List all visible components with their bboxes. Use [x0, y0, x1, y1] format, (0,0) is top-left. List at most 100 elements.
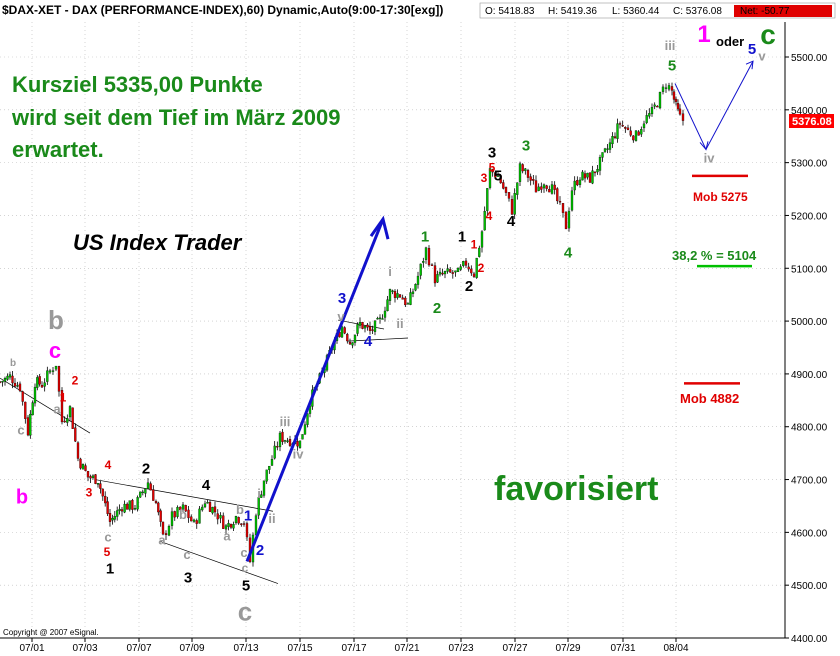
candle-body [532, 179, 535, 181]
candle-body [583, 173, 587, 179]
impulse-arrow [245, 218, 385, 562]
candle-body [526, 170, 530, 178]
header-net: Net: -50.77 [740, 6, 790, 17]
candle-body [16, 385, 19, 387]
candle-body [343, 327, 346, 334]
candle-body [190, 516, 193, 522]
candle-body [187, 509, 190, 519]
wave-label: v [337, 309, 345, 324]
wave-label: 4 [202, 477, 211, 494]
x-tick-label: 08/04 [663, 643, 688, 654]
candle-body [116, 510, 119, 517]
candle-body [161, 521, 165, 535]
candle-body [640, 129, 643, 135]
candle-body [170, 511, 174, 526]
y-tick-label: 4800.00 [791, 423, 828, 434]
candle-body [91, 475, 95, 478]
last-price-label: 5376.08 [792, 116, 832, 128]
header-open: O: 5418.83 [485, 6, 535, 17]
candle-body [368, 326, 372, 331]
candle-body [96, 483, 100, 485]
candle-body [268, 465, 271, 470]
candle-body [570, 190, 574, 211]
candle-body [303, 424, 307, 435]
candle-body [494, 172, 497, 178]
candle-body [358, 322, 362, 326]
y-tick-label: 5500.00 [791, 53, 828, 64]
wave-label: c [240, 545, 247, 560]
candle-body [472, 273, 476, 277]
candle-body [462, 261, 465, 266]
wave-label: 5 [668, 58, 676, 75]
wave-label: b [16, 486, 28, 508]
candle-body [216, 513, 219, 520]
wave-label: b [179, 507, 187, 522]
candle-body [38, 376, 41, 385]
candle-body [136, 497, 139, 510]
candle-body [31, 402, 34, 416]
candle-body [60, 390, 64, 423]
candle-body [131, 499, 134, 510]
candle-body [672, 91, 676, 100]
wave-label: ii [268, 511, 275, 526]
wave-label: 5 [489, 161, 496, 175]
candle-body [430, 264, 434, 266]
projection-arrow [674, 60, 754, 151]
candle-body [260, 494, 263, 498]
channel-line [94, 479, 274, 512]
candle-body [154, 501, 158, 504]
header-close: C: 5376.08 [673, 6, 722, 17]
candle-body [629, 130, 632, 136]
candle-body [128, 500, 131, 510]
candle-body [507, 192, 511, 199]
wave-label: iii [280, 414, 291, 429]
candle-body [586, 172, 589, 178]
candle-body [89, 476, 92, 479]
candle-body [593, 171, 597, 174]
candle-body [545, 185, 548, 189]
candle-body [645, 115, 648, 123]
y-tick-label: 4700.00 [791, 476, 828, 487]
wave-label: 3 [481, 171, 488, 185]
wave-label: 4 [105, 458, 112, 472]
candle-body [576, 180, 579, 186]
candle-body [227, 523, 230, 527]
candle-body [642, 123, 646, 129]
mob-5275-label: Mob 5275 [693, 190, 748, 204]
candle-body [464, 260, 468, 266]
last-price-tag [789, 114, 834, 128]
candle-body [351, 342, 354, 346]
projection-arrows [245, 60, 754, 562]
y-tick-label: 5400.00 [791, 106, 828, 117]
candle-body [361, 322, 364, 329]
candle-body [391, 290, 394, 292]
x-tick-label: 07/07 [126, 643, 151, 654]
candle-body [113, 516, 116, 520]
candle-body [118, 508, 121, 511]
candle-body [181, 504, 185, 510]
candle-body [198, 508, 201, 524]
candle-body [146, 482, 150, 489]
wave-label: 2 [72, 373, 79, 387]
candle-body [219, 514, 222, 519]
candle-body [101, 488, 104, 497]
candle-body [404, 297, 407, 306]
wave-label: 3 [522, 137, 530, 154]
wave-label: iii [665, 38, 676, 53]
candle-body [653, 104, 656, 107]
candle-body [51, 370, 55, 372]
candle-body [57, 366, 61, 392]
candle-body [340, 326, 344, 338]
x-tick-label: 07/13 [233, 643, 258, 654]
candle-body [510, 199, 514, 215]
candle-body [664, 87, 668, 89]
candle-body [133, 508, 137, 510]
candle-body [486, 188, 489, 211]
candle-body [446, 268, 449, 272]
y-tick-label: 4400.00 [791, 634, 828, 645]
wave-label: 5 [748, 41, 756, 58]
candle-body [206, 502, 209, 504]
candle-body [409, 292, 412, 305]
candle-body [356, 324, 359, 334]
